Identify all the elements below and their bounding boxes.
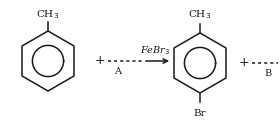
Text: CH$_3$: CH$_3$ — [36, 9, 60, 21]
Text: +: + — [239, 56, 249, 69]
Text: +: + — [95, 54, 105, 68]
Text: B: B — [264, 69, 272, 77]
Text: A: A — [115, 67, 122, 76]
Text: Br: Br — [194, 108, 206, 117]
Text: FeBr$_3$: FeBr$_3$ — [140, 45, 170, 57]
Text: CH$_3$: CH$_3$ — [188, 9, 212, 21]
